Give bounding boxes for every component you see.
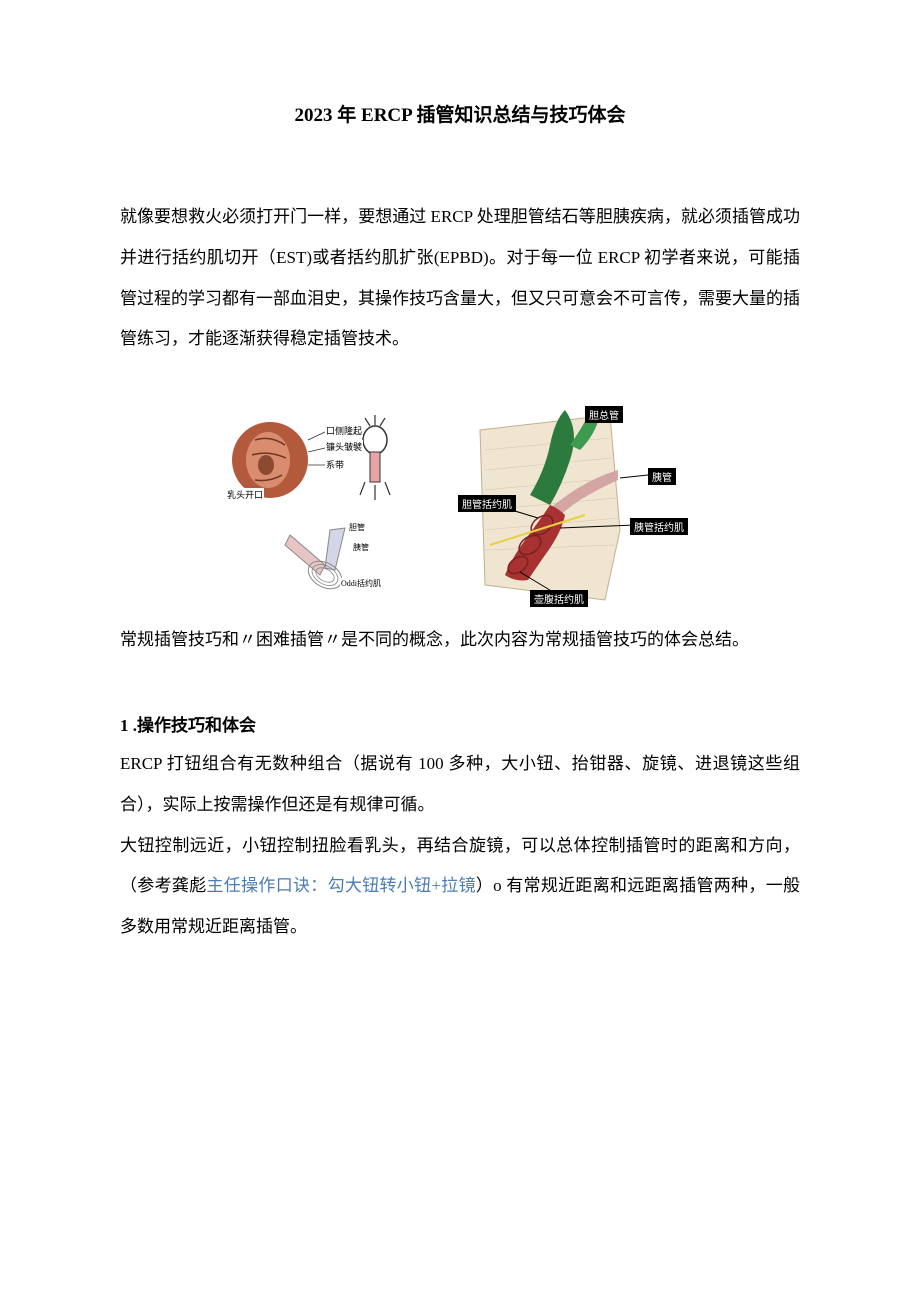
label-oddi-sphincter: Oddi括约肌 <box>340 578 382 589</box>
label-frenulum: 系带 <box>325 458 345 471</box>
papilla-diagram: 口侧隆起 镰头皱襞 系带 乳头开口 <box>230 410 430 510</box>
label-pancreatic-sphincter: 胰管括约肌 <box>630 518 688 535</box>
label-oral-protrusion: 口侧隆起 <box>325 424 363 437</box>
section-1-p1: ERCP 打钮组合有无数种组合（据说有 100 多种，大小钮、抬钳器、旋镜、进退… <box>120 744 800 826</box>
label-pancreatic-duct: 胰管 <box>648 468 676 485</box>
section-1-p2: 大钮控制远近，小钮控制扭脸看乳头，再结合旋镜，可以总体控制插管时的距离和方向，（… <box>120 826 800 948</box>
intro-paragraph: 就像要想救火必须打开门一样，要想通过 ERCP 处理胆管结石等胆胰疾病，就必须插… <box>120 197 800 360</box>
sphincter-small-diagram: 胆管 胰管 Oddi括约肌 <box>270 520 390 610</box>
figure-left-column: 口侧隆起 镰头皱襞 系带 乳头开口 胆管 胰管 Oddi括约肌 <box>230 410 430 610</box>
label-hooding-fold: 镰头皱襞 <box>325 440 363 453</box>
label-ampulla-sphincter: 壶腹括约肌 <box>530 590 588 607</box>
sphincter-large-diagram: 胆总管 胆管括约肌 胰管 胰管括约肌 壶腹括约肌 <box>470 410 690 610</box>
label-papilla-opening: 乳头开口 <box>226 488 264 501</box>
anatomy-figures: 口侧隆起 镰头皱襞 系带 乳头开口 胆管 胰管 Oddi括约肌 <box>120 410 800 610</box>
section-1-heading: 1 .操作技巧和体会 <box>120 711 800 736</box>
document-title: 2023 年 ERCP 插管知识总结与技巧体会 <box>120 100 800 127</box>
label-bile-sphincter: 胆管括约肌 <box>458 495 516 512</box>
paragraph-2: 常规插管技巧和〃困难插管〃是不同的概念，此次内容为常规插管技巧的体会总结。 <box>120 620 800 661</box>
label-cbd: 胆总管 <box>585 406 623 423</box>
section-1-highlight: 主任操作口诀：勾大钮转小钮+拉镜 <box>207 876 476 895</box>
label-bile-duct-small: 胆管 <box>348 522 366 533</box>
label-pancreatic-duct-small: 胰管 <box>352 542 370 553</box>
